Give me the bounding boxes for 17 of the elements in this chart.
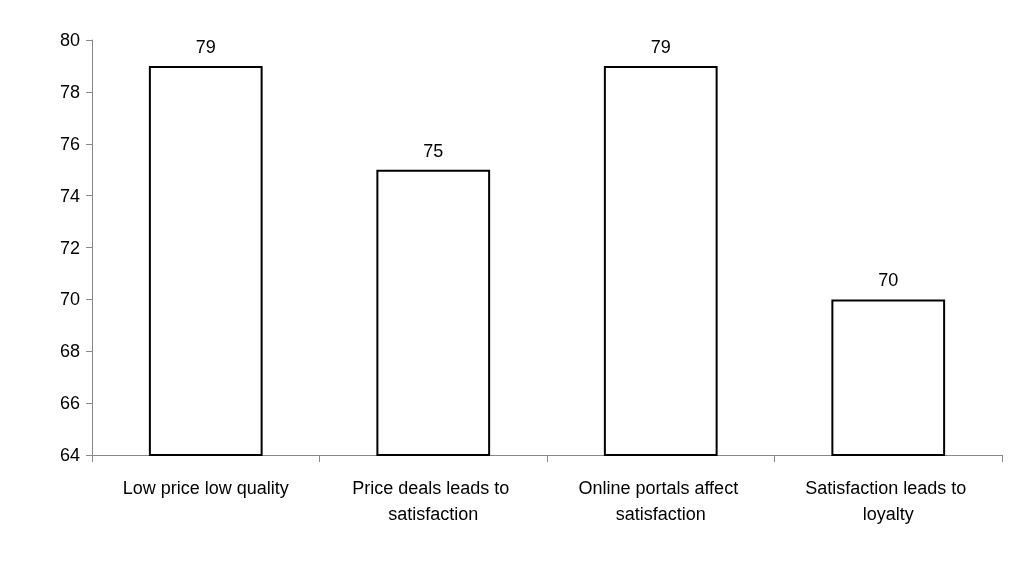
y-tick-label: 68 <box>59 341 80 362</box>
x-tick-label: Online portals affect satisfaction <box>578 478 744 524</box>
y-tick-label: 78 <box>59 81 80 102</box>
y-tick-label: 72 <box>59 237 80 258</box>
data-label: 70 <box>878 270 899 291</box>
data-label: 75 <box>423 140 444 161</box>
x-tick-label: Price deals leads to satisfaction <box>352 478 515 524</box>
data-label: 79 <box>650 36 671 57</box>
y-tick-label: 64 <box>59 445 80 465</box>
y-tick-label: 80 <box>59 30 80 50</box>
y-tick-label: 76 <box>59 133 80 154</box>
data-label: 79 <box>195 36 216 57</box>
y-tick-label: 70 <box>59 289 80 310</box>
x-tick-label: Low price low quality <box>122 478 289 498</box>
y-tick-label: 66 <box>59 393 80 414</box>
y-tick-label: 74 <box>59 185 80 206</box>
x-tick-label: Satisfaction leads to loyalty <box>805 478 972 524</box>
